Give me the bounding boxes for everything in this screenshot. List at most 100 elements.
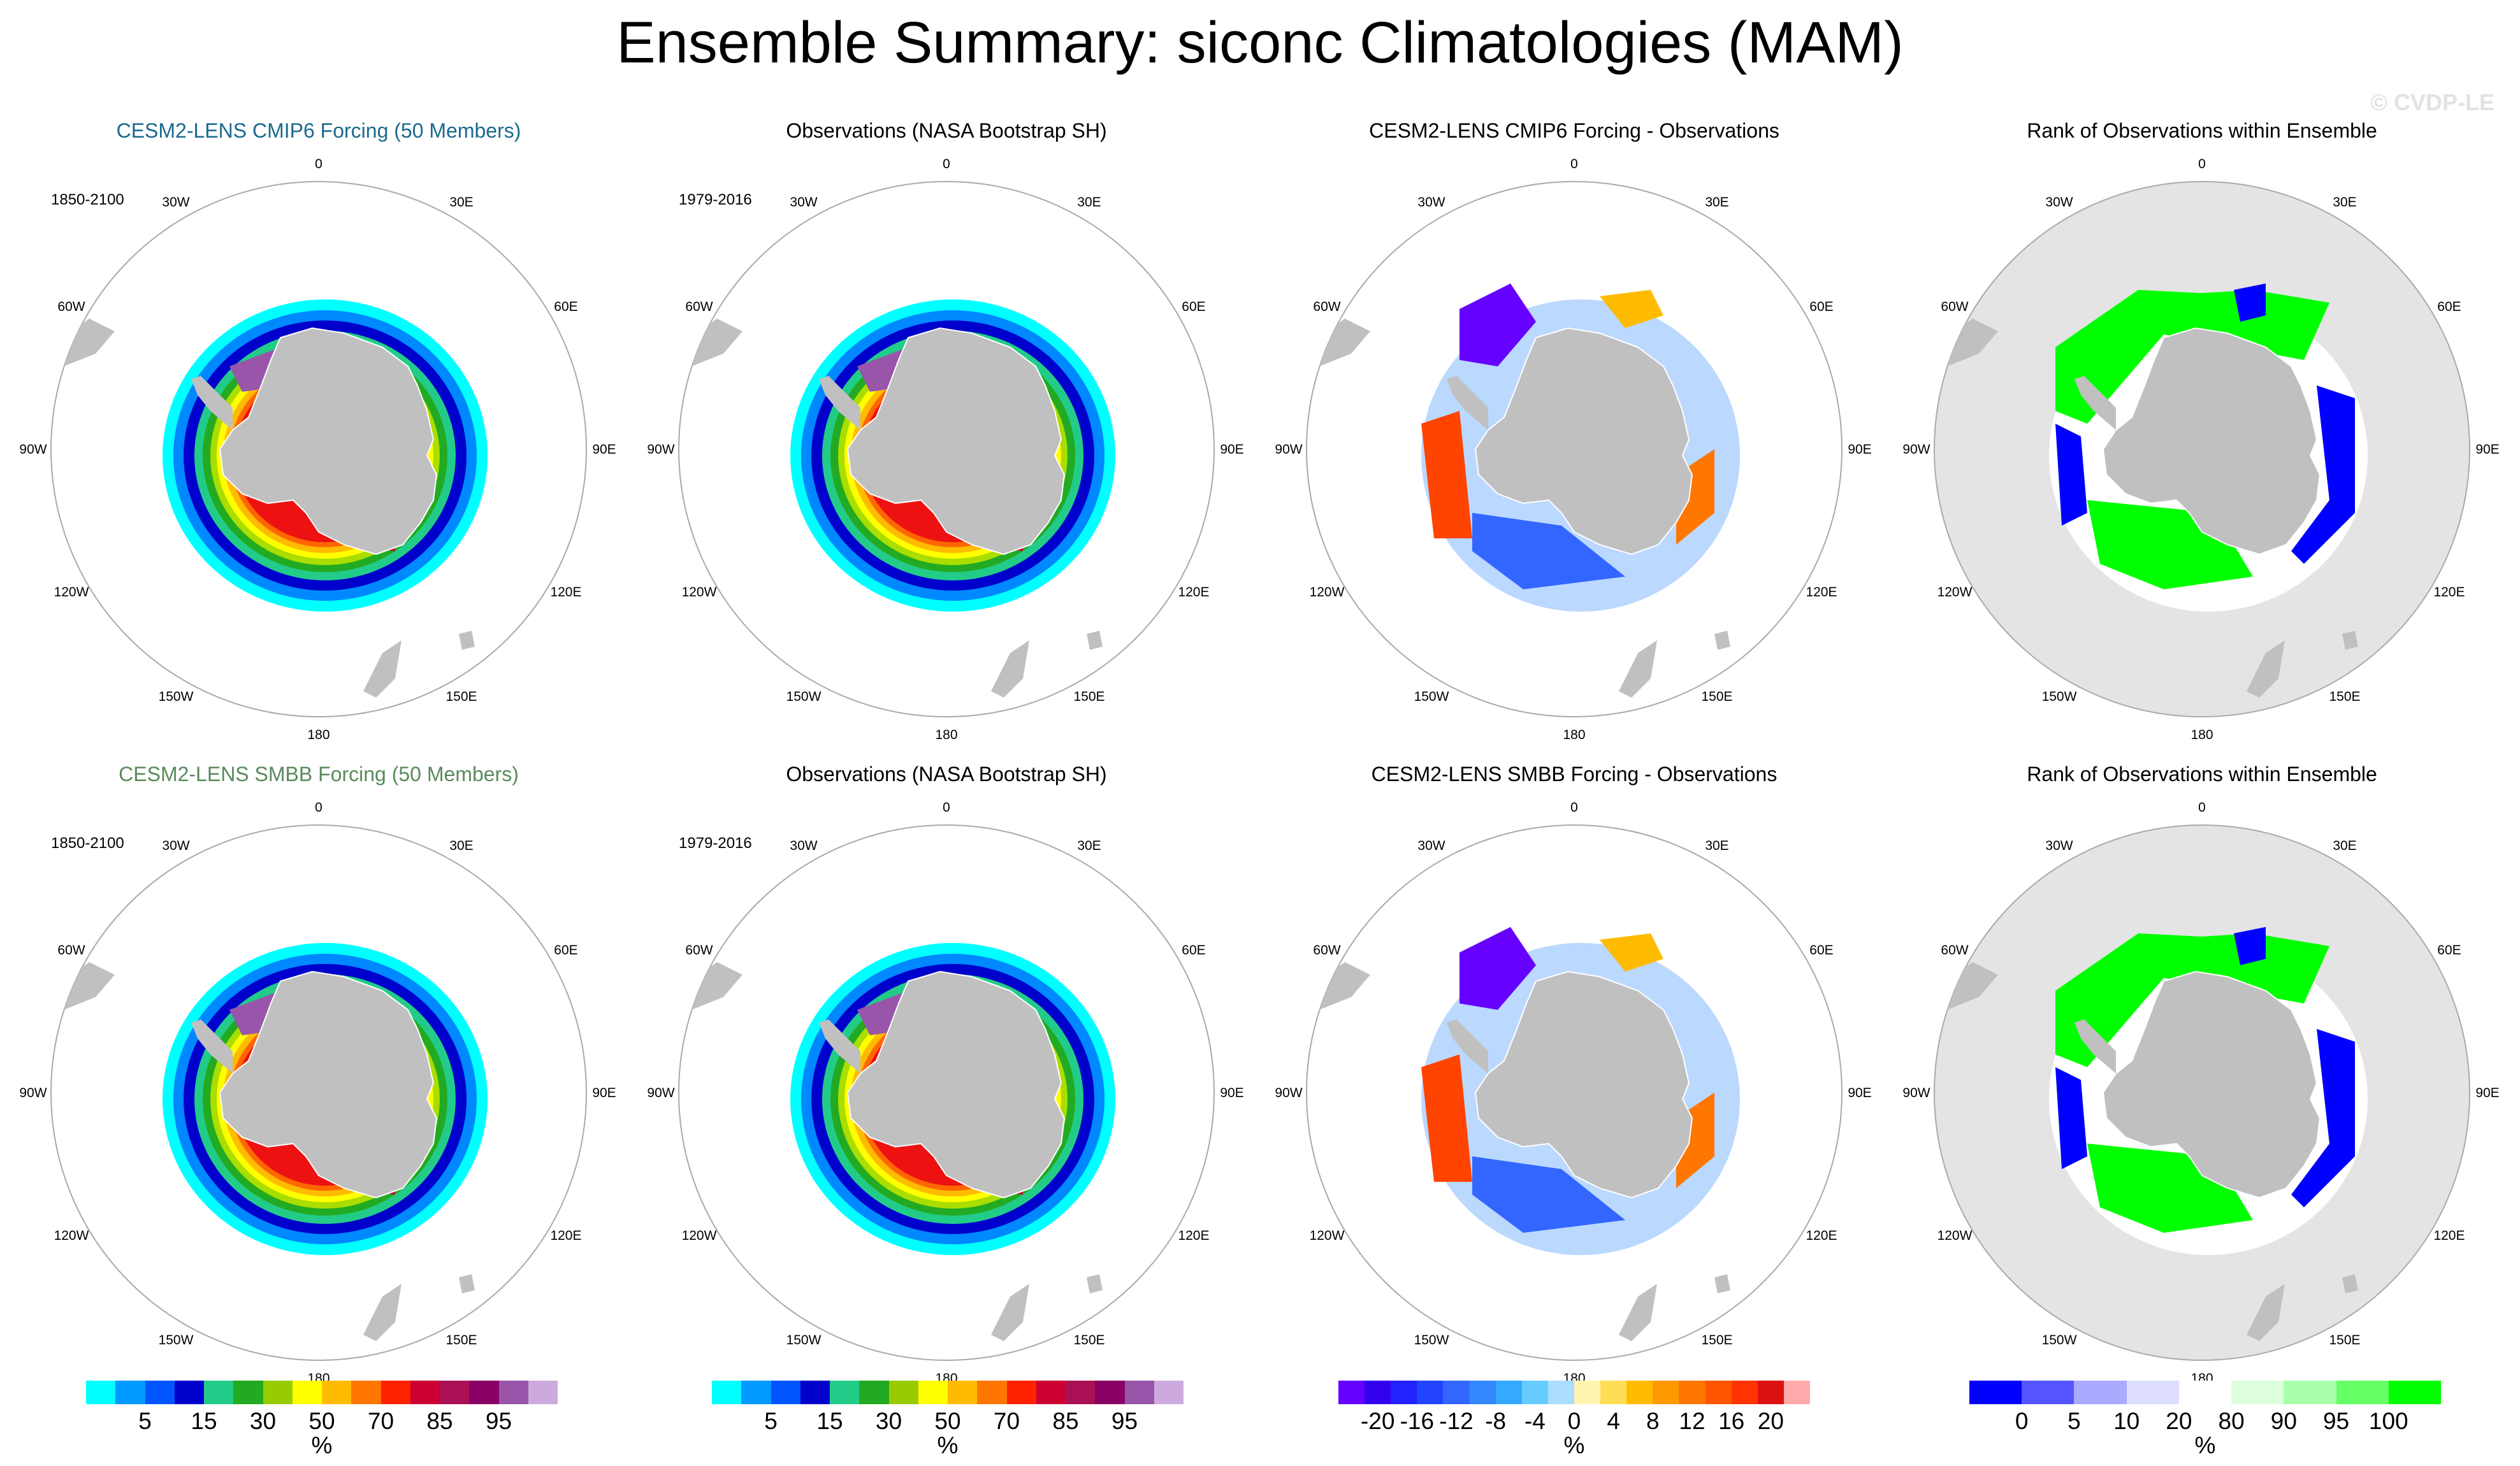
colorbar-segment: [263, 1381, 293, 1404]
colorbar-tick-label: 0: [2015, 1408, 2029, 1434]
longitude-label: 60W: [685, 943, 713, 958]
colorbar-tick-label: 80: [2218, 1408, 2245, 1434]
colorbar-segment: [1969, 1381, 2022, 1404]
new-zealand-landmass: [1619, 640, 1657, 698]
colorbar-segment: [1391, 1381, 1417, 1404]
colorbar-segment: [2388, 1381, 2441, 1404]
difference-field: [1472, 1156, 1625, 1233]
difference-field: [1600, 290, 1663, 328]
colorbar-segment: [1783, 1381, 1810, 1404]
longitude-label: 120W: [682, 1228, 717, 1243]
antarctica-landmass: [219, 327, 438, 556]
colorbar-tick-label: 5: [764, 1408, 778, 1434]
colorbar-segment: [528, 1381, 558, 1404]
panel-title: CESM2-LENS SMBB Forcing - Observations: [1371, 763, 1778, 786]
longitude-label: 150W: [786, 689, 822, 704]
longitude-label: 120E: [2433, 585, 2465, 600]
rank-field: [2055, 1067, 2087, 1169]
polar-map: 0 30E 60E 90E 120E 150E 180 150W 120W 90W 60W 30W: [1275, 157, 1871, 742]
colorbar-segment: [1495, 1381, 1522, 1404]
colorbar-tick-label: 4: [1607, 1408, 1620, 1434]
longitude-label: 60E: [2437, 299, 2461, 314]
colorbar-tick-label: 50: [934, 1408, 961, 1434]
longitude-label: 60E: [1182, 943, 1205, 958]
colorbar-segment: [1365, 1381, 1391, 1404]
longitude-label: 60W: [685, 299, 713, 314]
rank-field: [2234, 284, 2266, 322]
colorbar-tick-label: 8: [1646, 1408, 1660, 1434]
longitude-label: 30W: [1417, 838, 1445, 853]
colorbar-segment: [1653, 1381, 1679, 1404]
longitude-label: 60W: [1941, 299, 1968, 314]
longitude-label: 90E: [592, 1086, 616, 1100]
colorbar-segment: [351, 1381, 381, 1404]
longitude-label: 150W: [159, 689, 194, 704]
new-zealand-landmass: [2247, 640, 2285, 698]
colorbar-tick-label: 20: [2166, 1408, 2192, 1434]
tasmania-landmass: [2342, 631, 2358, 650]
colorbar-tick-label: 16: [1718, 1408, 1745, 1434]
colorbar-segment: [1417, 1381, 1444, 1404]
longitude-label: 0: [1570, 800, 1578, 815]
colorbar-tick-label: -4: [1524, 1408, 1546, 1434]
colorbar-tick-label: 20: [1757, 1408, 1784, 1434]
colorbar-segment: [1679, 1381, 1705, 1404]
colorbar-segment: [1757, 1381, 1784, 1404]
longitude-label: 60E: [1809, 299, 1833, 314]
colorbar-segment: [115, 1381, 145, 1404]
longitude-label: 90W: [19, 442, 47, 457]
colorbar-segment: [712, 1381, 742, 1404]
antarctica-landmass: [1474, 970, 1693, 1199]
longitude-label: 30W: [790, 195, 817, 210]
colorbar-tick-label: 70: [993, 1408, 1020, 1434]
colorbar-unit-label: %: [937, 1432, 959, 1458]
antarctica-landmass: [219, 970, 438, 1199]
rank-field: [2055, 933, 2329, 1067]
longitude-label: 150E: [1073, 1333, 1104, 1347]
colorbar-tick-label: -20: [1360, 1408, 1395, 1434]
polar-map: 0 30E 60E 90E 120E 150E 180 150W 120W 90W 60W 30W: [19, 157, 616, 742]
colorbar-segment: [410, 1381, 440, 1404]
colorbar-tick-label: 95: [1111, 1408, 1138, 1434]
longitude-label: 120W: [54, 585, 89, 600]
longitude-label: 150W: [1414, 689, 1449, 704]
antarctic-peninsula: [191, 1019, 233, 1074]
colorbar-segment: [1469, 1381, 1496, 1404]
longitude-label: 0: [943, 800, 950, 815]
longitude-label: 60E: [1809, 943, 1833, 958]
longitude-label: 0: [315, 800, 322, 815]
longitude-label: 150W: [1414, 1333, 1449, 1347]
colorbar-segment: [771, 1381, 800, 1404]
longitude-label: 120E: [550, 585, 581, 600]
rank-field: [2291, 1029, 2355, 1207]
colorbar-segment: [380, 1381, 410, 1404]
colorbar-segment: [440, 1381, 470, 1404]
colorbar: [86, 1381, 558, 1404]
colorbar-segment: [1705, 1381, 1732, 1404]
longitude-label: 90W: [1275, 1086, 1302, 1100]
longitude-label: 120E: [1806, 1228, 1837, 1243]
colorbar-segment: [1154, 1381, 1184, 1404]
watermark: © CVDP-LE: [2370, 89, 2495, 115]
longitude-label: 120W: [682, 585, 717, 600]
new-zealand-landmass: [363, 1284, 402, 1341]
longitude-label: 150E: [445, 689, 477, 704]
antarctic-peninsula: [1447, 376, 1488, 430]
polar-map: 0 30E 60E 90E 120E 150E 180 150W 120W 90W 60W 30W: [1902, 157, 2499, 742]
colorbar-tick-label: 85: [1052, 1408, 1079, 1434]
colorbar-segment: [145, 1381, 175, 1404]
colorbar-segment: [918, 1381, 948, 1404]
colorbar-segment: [1066, 1381, 1096, 1404]
colorbar-unit-label: %: [2194, 1432, 2216, 1458]
longitude-label: 0: [1570, 157, 1578, 171]
antarctica-landmass: [846, 327, 1066, 556]
longitude-label: 120E: [1178, 585, 1209, 600]
longitude-label: 60W: [57, 943, 85, 958]
colorbar-tick-label: -16: [1400, 1408, 1435, 1434]
longitude-label: 90W: [1275, 442, 1302, 457]
longitude-label: 60W: [1941, 943, 1968, 958]
longitude-label: 120W: [54, 1228, 89, 1243]
colorbar-segment: [1095, 1381, 1125, 1404]
colorbar-tick-label: 50: [308, 1408, 335, 1434]
panel-title: Observations (NASA Bootstrap SH): [786, 119, 1107, 142]
